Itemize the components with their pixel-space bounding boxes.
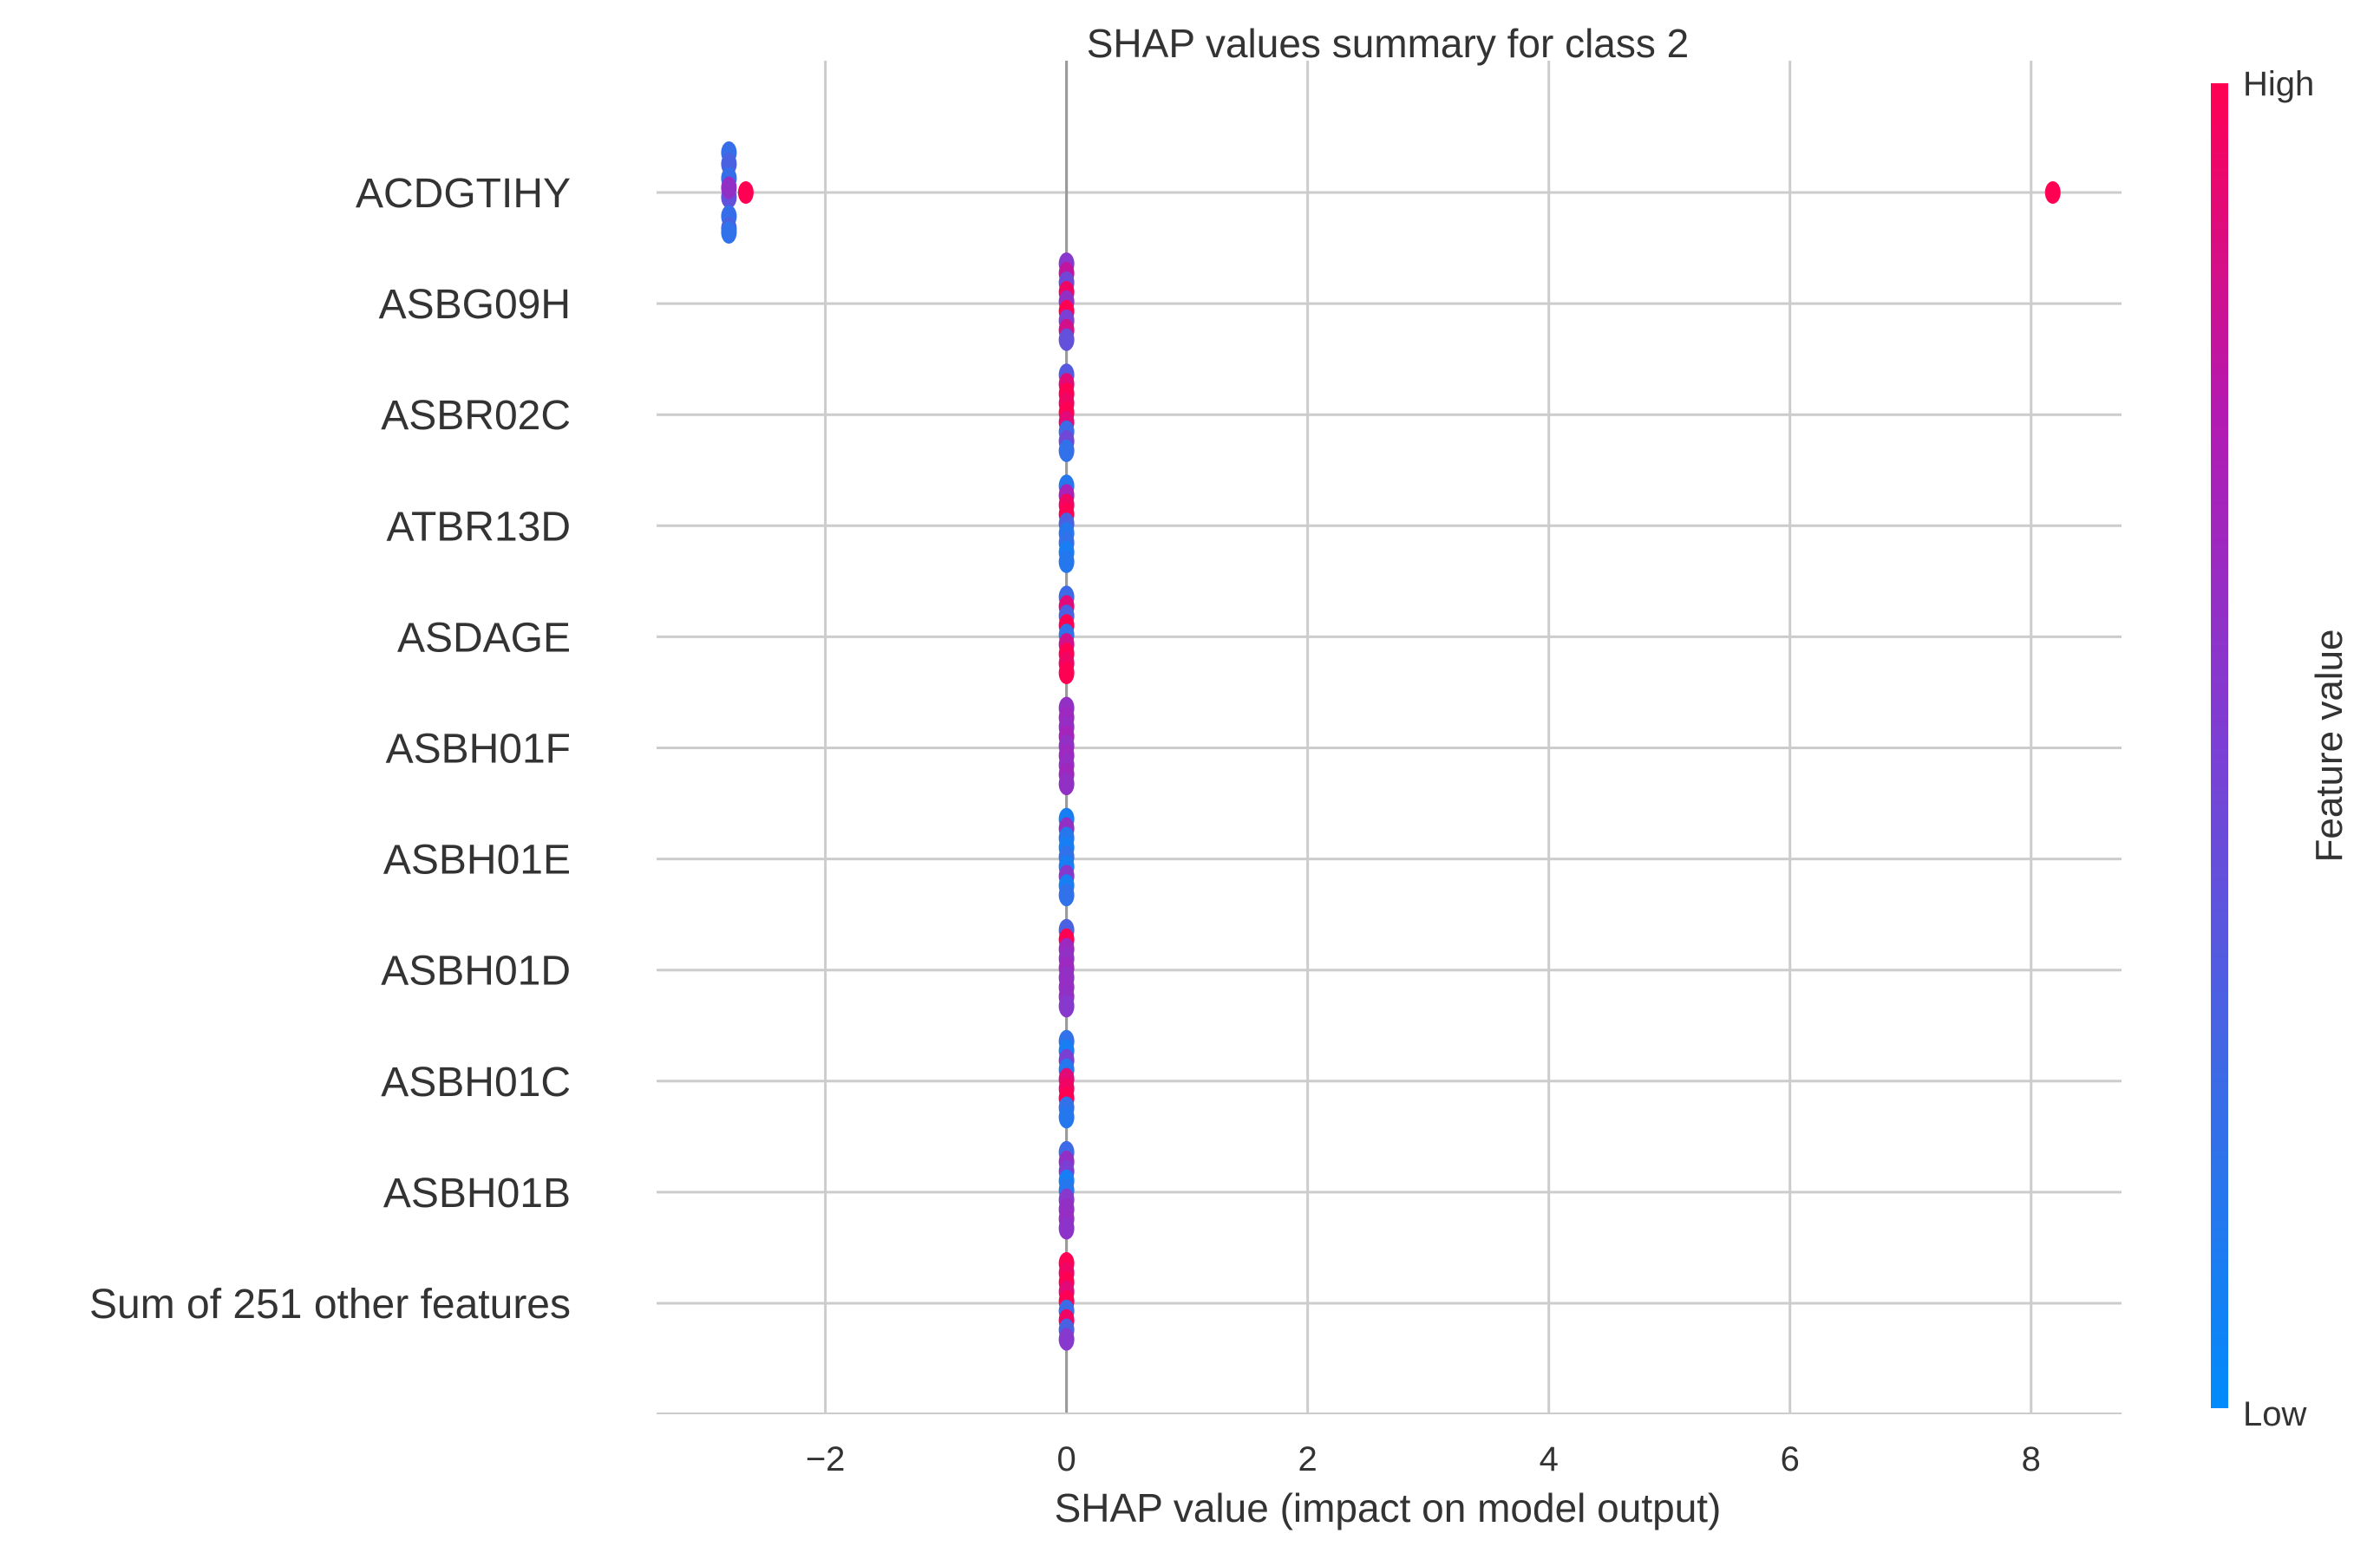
shap-point [721,221,737,244]
colorbar-low-label: Low [2243,1395,2306,1433]
feature-label: ASBG09H [379,282,571,328]
shap-point [1058,439,1075,462]
feature-label: ASDAGE [397,615,571,661]
feature-label: ASBH01E [383,838,571,884]
feature-label: ASBH01B [383,1171,571,1217]
feature-label: ASBH01C [381,1060,571,1106]
x-tick-label: 6 [1781,1440,1800,1478]
shap-point [1058,884,1075,907]
x-tick-label: 4 [1540,1440,1559,1478]
shap-point [2044,181,2061,204]
shap-point [1058,1217,1075,1240]
feature-label: ASBH01D [381,949,571,995]
colorbar: High Low Feature value [2211,65,2351,1433]
x-axis: −2 0 2 4 6 8 [657,1413,2122,1478]
feature-label: Sum of 251 other features [89,1282,571,1328]
shap-point [1058,773,1075,796]
x-tick-label: 2 [1298,1440,1318,1478]
feature-label: ATBR13D [386,504,571,550]
chart-title: SHAP values summary for class 2 [1087,21,1690,66]
colorbar-high-label: High [2243,65,2314,103]
colorbar-gradient [2211,83,2228,1408]
shap-point [1058,995,1075,1018]
colorbar-title: Feature value [2308,629,2351,862]
shap-point [737,181,754,204]
feature-label: ACDGTIHY [356,171,571,217]
shap-point [1058,550,1075,573]
feature-label: ASBH01F [386,727,571,773]
shap-point [1058,328,1075,351]
grid-lines [657,61,2122,1413]
y-axis-labels: ACDGTIHY ASBG09H ASBR02C ATBR13D ASDAGE ASBH0… [89,171,571,1328]
data-points [721,141,2061,1351]
shap-point [721,176,737,199]
shap-point [1058,662,1075,685]
plot-area [657,61,2122,1413]
x-tick-label: 0 [1057,1440,1076,1478]
x-axis-label: SHAP value (impact on model output) [1055,1485,1722,1530]
shap-point [1058,1106,1075,1129]
shap-point [1058,1328,1075,1351]
x-tick-label: 8 [2022,1440,2041,1478]
x-tick-label: −2 [806,1440,846,1478]
feature-label: ASBR02C [381,393,571,439]
